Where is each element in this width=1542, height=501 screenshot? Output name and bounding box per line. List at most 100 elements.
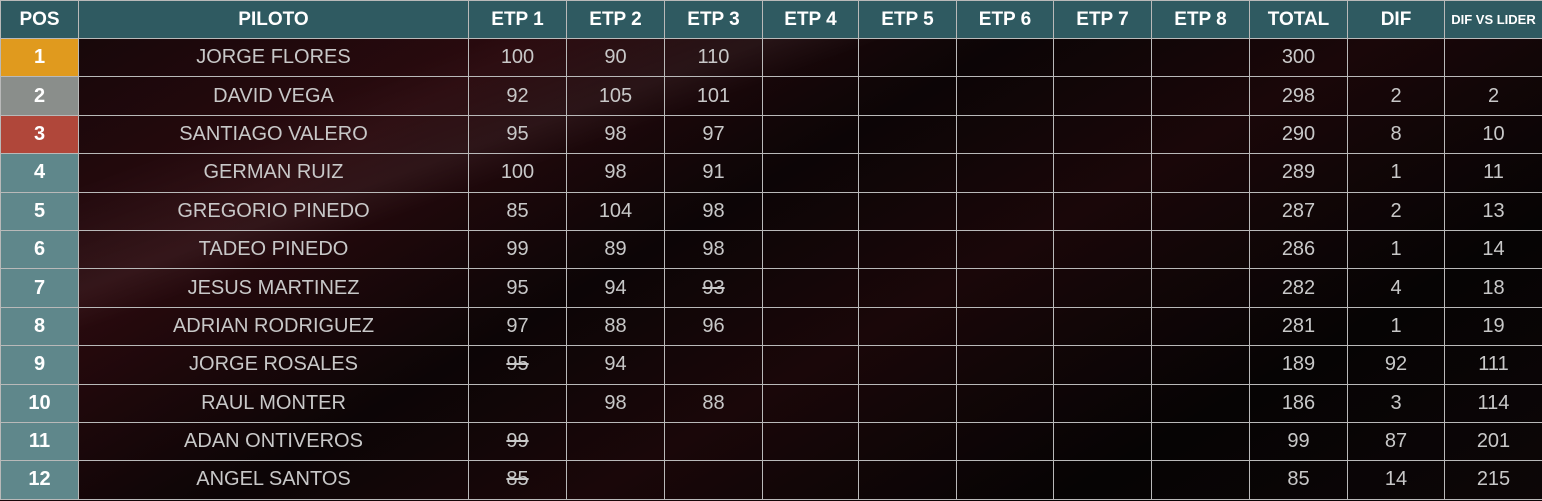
pilot-name: DAVID VEGA bbox=[78, 76, 469, 116]
header-etp-5: ETP 5 bbox=[858, 0, 957, 39]
stage-5-points bbox=[858, 345, 957, 385]
pilot-name: GREGORIO PINEDO bbox=[78, 191, 469, 231]
stage-7-points bbox=[1053, 460, 1152, 500]
total-points: 281 bbox=[1249, 306, 1348, 347]
stage-6-points bbox=[956, 460, 1054, 500]
header-etp-7: ETP 7 bbox=[1053, 0, 1152, 39]
stage-5-points bbox=[858, 229, 957, 270]
table-row: 9 JORGE ROSALES 95 94 189 92 111 bbox=[0, 345, 1542, 385]
stage-2-points: 104 bbox=[566, 191, 665, 231]
stage-5-points bbox=[858, 37, 957, 78]
header-row: POS PILOTO ETP 1 ETP 2 ETP 3 ETP 4 ETP 5… bbox=[0, 0, 1542, 39]
stage-5-points bbox=[858, 268, 957, 308]
table-row: 1 JORGE FLORES 100 90 110 300 bbox=[0, 37, 1542, 78]
dif-vs-lider-points: 114 bbox=[1444, 383, 1542, 423]
stage-5-points bbox=[858, 383, 957, 423]
stage-8-points bbox=[1151, 191, 1250, 231]
position-cell: 1 bbox=[0, 37, 79, 78]
dif-vs-lider-points: 14 bbox=[1444, 229, 1542, 270]
stage-4-points bbox=[762, 76, 859, 116]
pilot-name: JESUS MARTINEZ bbox=[78, 268, 469, 308]
stage-6-points bbox=[956, 153, 1054, 193]
dif-points: 14 bbox=[1347, 460, 1445, 500]
stage-1-points: 99 bbox=[468, 229, 567, 270]
dif-vs-lider-points bbox=[1444, 37, 1542, 78]
stage-6-points bbox=[956, 345, 1054, 385]
stage-6-points bbox=[956, 383, 1054, 423]
stage-6-points bbox=[956, 37, 1054, 78]
header-etp-4: ETP 4 bbox=[762, 0, 859, 39]
stage-3-points: 88 bbox=[664, 383, 763, 423]
position-cell: 3 bbox=[0, 114, 79, 155]
stage-1-points: 95 bbox=[468, 114, 567, 155]
dif-points: 92 bbox=[1347, 345, 1445, 385]
table-row: 11 ADAN ONTIVEROS 99 99 87 201 bbox=[0, 421, 1542, 462]
stage-2-points: 89 bbox=[566, 229, 665, 270]
stage-1-points: 85 bbox=[468, 460, 567, 500]
total-points: 189 bbox=[1249, 345, 1348, 385]
stage-3-points: 98 bbox=[664, 191, 763, 231]
total-points: 289 bbox=[1249, 153, 1348, 193]
stage-2-points: 88 bbox=[566, 306, 665, 347]
table-row: 5 GREGORIO PINEDO 85 104 98 287 2 13 bbox=[0, 191, 1542, 231]
header-piloto: PILOTO bbox=[78, 0, 469, 39]
position-cell: 8 bbox=[0, 306, 79, 347]
dif-points: 2 bbox=[1347, 76, 1445, 116]
dif-vs-lider-points: 10 bbox=[1444, 114, 1542, 155]
dif-points: 2 bbox=[1347, 191, 1445, 231]
stage-3-points bbox=[664, 460, 763, 500]
header-etp-8: ETP 8 bbox=[1151, 0, 1250, 39]
dif-points: 1 bbox=[1347, 153, 1445, 193]
total-points: 286 bbox=[1249, 229, 1348, 270]
stage-1-points: 95 bbox=[468, 268, 567, 308]
table-row: 4 GERMAN RUIZ 100 98 91 289 1 11 bbox=[0, 153, 1542, 193]
stage-8-points bbox=[1151, 37, 1250, 78]
stage-4-points bbox=[762, 191, 859, 231]
stage-6-points bbox=[956, 306, 1054, 347]
position-cell: 10 bbox=[0, 383, 79, 423]
stage-2-points: 94 bbox=[566, 345, 665, 385]
header-dif-vs-lider: DIF VS LIDER bbox=[1444, 0, 1542, 39]
stage-5-points bbox=[858, 306, 957, 347]
table-row: 8 ADRIAN RODRIGUEZ 97 88 96 281 1 19 bbox=[0, 306, 1542, 347]
stage-7-points bbox=[1053, 229, 1152, 270]
stage-8-points bbox=[1151, 114, 1250, 155]
total-points: 99 bbox=[1249, 421, 1348, 462]
stage-7-points bbox=[1053, 421, 1152, 462]
pilot-name: ANGEL SANTOS bbox=[78, 460, 469, 500]
pilot-name: JORGE ROSALES bbox=[78, 345, 469, 385]
total-points: 282 bbox=[1249, 268, 1348, 308]
dif-points: 1 bbox=[1347, 229, 1445, 270]
dif-vs-lider-points: 111 bbox=[1444, 345, 1542, 385]
dif-vs-lider-points: 18 bbox=[1444, 268, 1542, 308]
table-row: 12 ANGEL SANTOS 85 85 14 215 bbox=[0, 460, 1542, 500]
stage-3-points: 110 bbox=[664, 37, 763, 78]
total-points: 290 bbox=[1249, 114, 1348, 155]
stage-4-points bbox=[762, 114, 859, 155]
stage-4-points bbox=[762, 460, 859, 500]
stage-8-points bbox=[1151, 229, 1250, 270]
stage-8-points bbox=[1151, 76, 1250, 116]
stage-8-points bbox=[1151, 383, 1250, 423]
stage-3-points: 97 bbox=[664, 114, 763, 155]
dif-vs-lider-points: 19 bbox=[1444, 306, 1542, 347]
stage-5-points bbox=[858, 421, 957, 462]
standings-body: 1 JORGE FLORES 100 90 110 300 2 DAVID VEGA 92 105… bbox=[0, 37, 1542, 500]
stage-1-points: 99 bbox=[468, 421, 567, 462]
stage-7-points bbox=[1053, 345, 1152, 385]
table-row: 7 JESUS MARTINEZ 95 94 93 282 4 18 bbox=[0, 268, 1542, 308]
stage-4-points bbox=[762, 345, 859, 385]
header-etp-2: ETP 2 bbox=[566, 0, 665, 39]
total-points: 298 bbox=[1249, 76, 1348, 116]
header-etp-6: ETP 6 bbox=[956, 0, 1054, 39]
stage-3-points: 101 bbox=[664, 76, 763, 116]
stage-6-points bbox=[956, 76, 1054, 116]
stage-6-points bbox=[956, 268, 1054, 308]
dif-points: 87 bbox=[1347, 421, 1445, 462]
stage-8-points bbox=[1151, 421, 1250, 462]
pilot-name: GERMAN RUIZ bbox=[78, 153, 469, 193]
pilot-name: RAUL MONTER bbox=[78, 383, 469, 423]
position-cell: 5 bbox=[0, 191, 79, 231]
